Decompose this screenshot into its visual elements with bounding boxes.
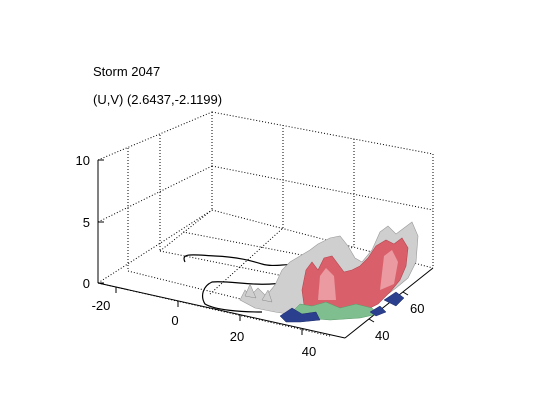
chart-title: Storm 2047 — [93, 64, 161, 79]
z-tick-label: 0 — [83, 276, 90, 291]
surface-highlight — [318, 250, 398, 300]
x-axis: -20 0 20 40 — [92, 287, 316, 359]
isosurface — [239, 221, 419, 323]
x-tick-label: 0 — [171, 313, 178, 328]
y-tick-label: 60 — [410, 301, 424, 316]
x-tick-label: 20 — [230, 329, 244, 344]
z-tick-label: 10 — [76, 153, 90, 168]
y-tick-label: 40 — [375, 328, 389, 343]
y-axis: 40 60 — [368, 291, 424, 343]
x-tick-label: -20 — [92, 298, 111, 313]
surface-blue — [279, 291, 405, 323]
x-tick-label: 40 — [302, 344, 316, 359]
z-tick-label: 5 — [83, 215, 90, 230]
chart-subtitle: (U,V) (2.6437,-2.1199) — [93, 92, 223, 107]
surface-fragments — [244, 283, 273, 303]
z-axis: 10 5 0 — [76, 153, 104, 291]
